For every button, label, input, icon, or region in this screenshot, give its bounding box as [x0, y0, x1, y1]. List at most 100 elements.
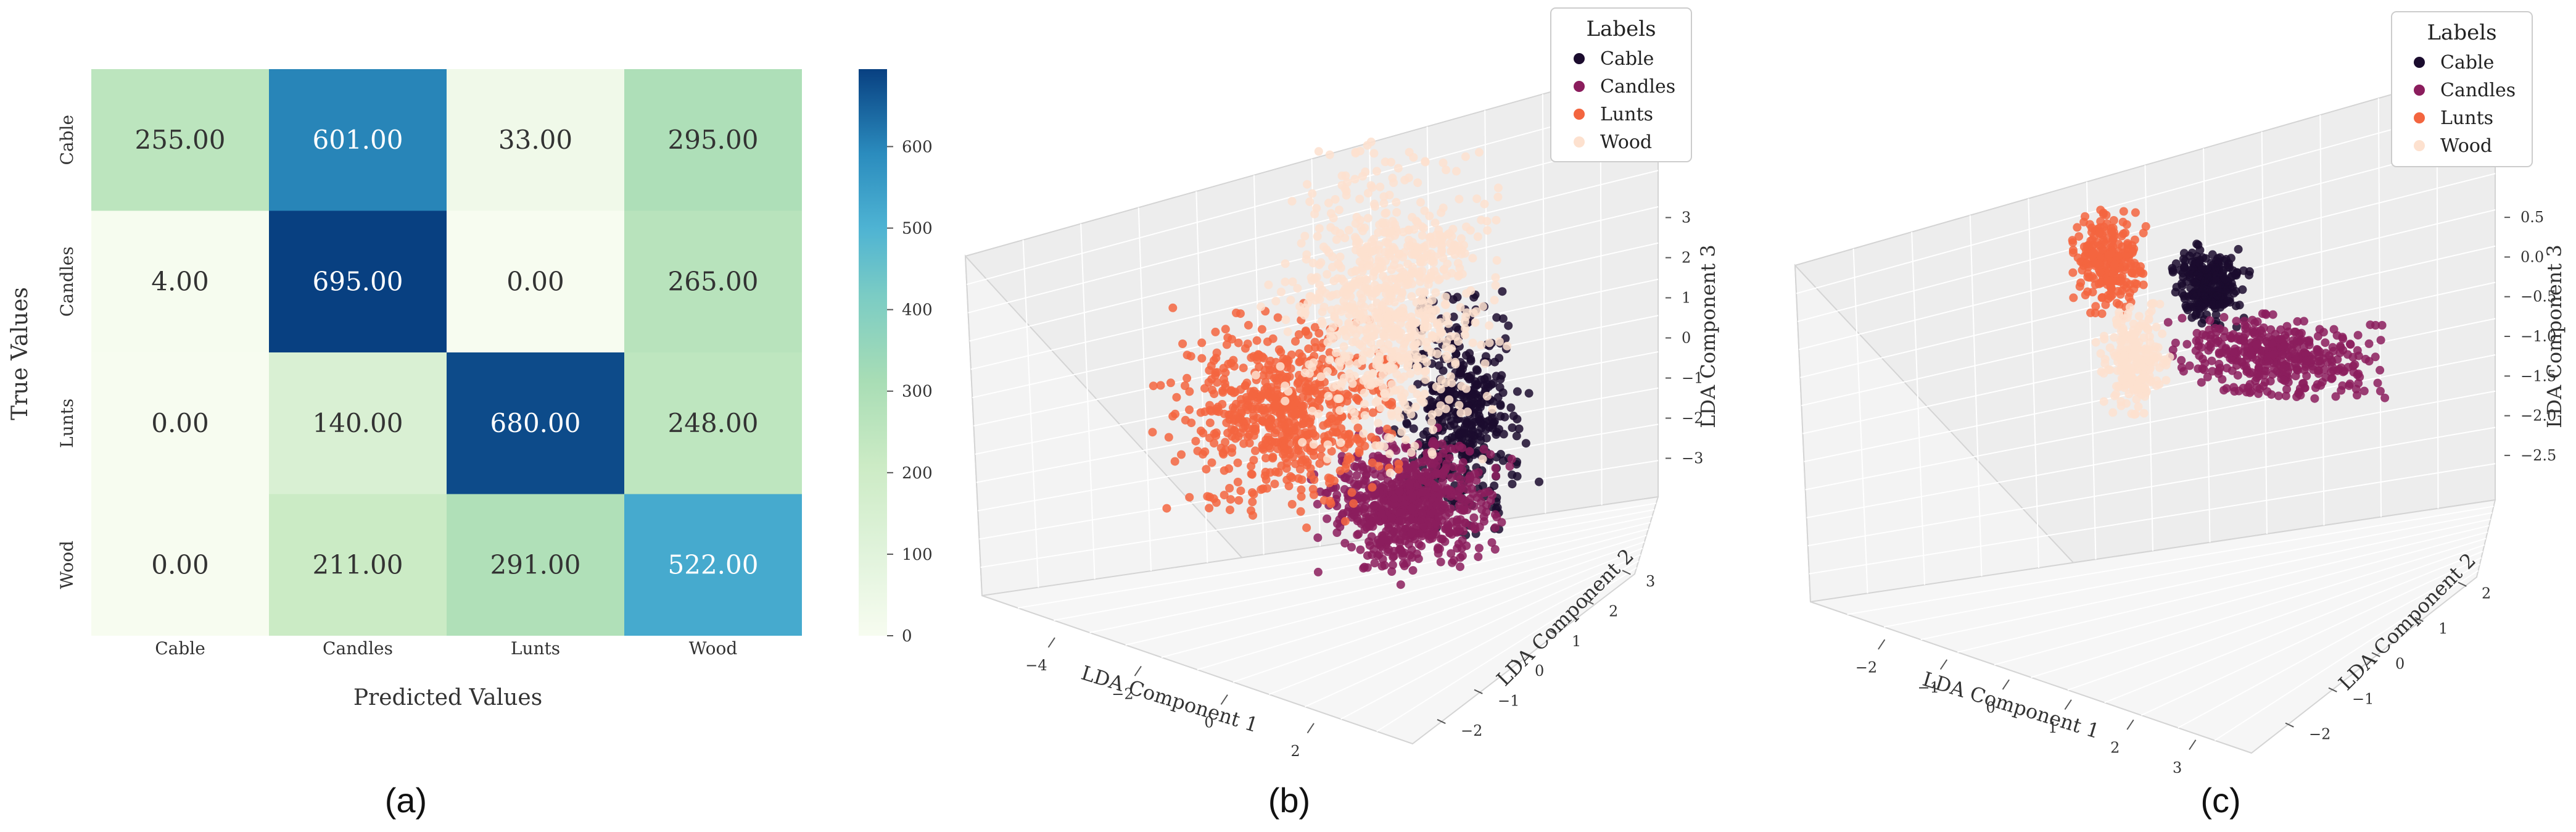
b-point-lunts [1224, 464, 1234, 473]
b-point-lunts [1247, 470, 1257, 479]
legend-b: Labels Cable Candles Lunts Wood [1550, 7, 1692, 162]
c-point-wood [2125, 302, 2134, 312]
b-point-lunts [1183, 351, 1192, 360]
c-point-candles [2245, 369, 2254, 378]
b-point-candles [1407, 528, 1416, 538]
b-point-wood [1442, 312, 1451, 321]
b-legend-marker-candles [1574, 81, 1585, 92]
b-point-candles [1379, 454, 1387, 464]
b-point-wood [1426, 272, 1435, 281]
c-point-wood [2139, 333, 2149, 343]
b-point-wood [1418, 257, 1427, 267]
b-point-lunts [1218, 386, 1227, 396]
c-point-lunts [2083, 272, 2092, 281]
c-point-lunts [2113, 286, 2123, 296]
legend-c-title: Labels [2427, 20, 2496, 45]
c-point-candles [2348, 352, 2358, 362]
b-point-wood [1340, 233, 1350, 243]
b-point-wood [1325, 356, 1334, 364]
heatmap-cell-label: 680.00 [490, 408, 581, 438]
b-point-wood [1318, 285, 1327, 294]
b-point-wood [1445, 395, 1454, 404]
b-point-lunts [1297, 402, 1307, 411]
c-point-lunts [2123, 240, 2132, 249]
c-point-candles [2313, 380, 2322, 389]
heatmap-cell-label: 265.00 [668, 266, 759, 296]
c-point-cable [2191, 278, 2200, 288]
b-point-wood [1326, 223, 1335, 232]
b-point-cable [1492, 313, 1501, 322]
c-legend-label-wood: Wood [2440, 135, 2492, 157]
b-z-tick-label: −2 [1682, 410, 1703, 427]
b-point-wood [1367, 237, 1376, 246]
b-point-wood [1385, 307, 1395, 316]
c-point-lunts [2079, 242, 2089, 251]
b-point-wood [1389, 332, 1398, 341]
b-point-lunts [1268, 334, 1278, 343]
c-point-cable [2239, 266, 2248, 275]
b-point-cable [1481, 352, 1490, 361]
b-point-wood [1251, 370, 1260, 380]
b-point-cable [1477, 397, 1486, 407]
b-point-candles [1453, 544, 1462, 553]
b-point-wood [1281, 396, 1290, 406]
b-point-wood [1355, 238, 1363, 247]
c-point-candles [2177, 363, 2186, 372]
b-point-cable [1464, 375, 1474, 384]
b-point-wood [1413, 178, 1422, 187]
b-point-lunts [1327, 447, 1336, 456]
c-point-cable [2186, 302, 2195, 312]
c-grid-line [2214, 570, 2479, 741]
c-point-candles [2252, 340, 2261, 349]
c-point-cable [2184, 292, 2193, 301]
b-point-candles [1505, 462, 1514, 471]
b-point-candles [1507, 454, 1516, 464]
b-point-wood [1424, 304, 1434, 314]
b-point-cable [1488, 397, 1498, 406]
b-y-tick-label: 3 [1646, 573, 1655, 590]
c-point-candles [2279, 375, 2288, 385]
b-point-cable [1488, 414, 1496, 423]
b-point-wood [1392, 282, 1402, 291]
c-x-tick-label: 2 [2110, 739, 2120, 756]
b-point-wood [1468, 254, 1477, 263]
b-point-wood [1395, 413, 1405, 422]
c-z-tick-label: 0.5 [2520, 209, 2544, 226]
b-grid-line [1542, 94, 1546, 514]
c-point-lunts [2119, 207, 2128, 216]
b-point-wood [1400, 175, 1410, 185]
b-point-lunts [1290, 418, 1299, 428]
c-legend-marker-lunts [2414, 112, 2425, 123]
c-point-candles [2313, 331, 2322, 341]
b-point-wood [1360, 302, 1369, 312]
b-point-lunts [1222, 340, 1231, 349]
b-point-wood [1466, 286, 1476, 295]
c-point-wood [2144, 345, 2153, 354]
b-point-lunts [1210, 429, 1219, 438]
b-point-candles [1352, 471, 1361, 480]
b-point-lunts [1271, 438, 1280, 447]
b-point-lunts [1318, 354, 1327, 364]
c-point-candles [2339, 334, 2348, 343]
heatmap-cell [447, 352, 624, 494]
b-point-wood [1287, 197, 1297, 206]
b-point-lunts [1185, 493, 1194, 502]
b-point-candles [1486, 450, 1495, 459]
b-point-wood [1447, 378, 1456, 388]
c-point-candles [2253, 370, 2262, 379]
b-point-wood [1359, 429, 1368, 438]
b-point-candles [1458, 536, 1467, 545]
heatmap-x-tick-label: Wood [689, 638, 738, 659]
c-point-cable [2185, 270, 2194, 280]
c-x-tick-label: 0 [1986, 699, 1995, 716]
b-point-wood [1421, 375, 1430, 385]
heatmap-cell-label: 4.00 [151, 266, 209, 296]
b-point-cable [1513, 387, 1522, 396]
heatmap-cell-label: 255.00 [135, 125, 226, 155]
b-point-candles [1438, 476, 1447, 486]
c-point-lunts [2101, 300, 2110, 309]
b-point-lunts [1319, 496, 1329, 505]
b-point-candles [1455, 441, 1464, 451]
b-point-wood [1319, 242, 1328, 251]
